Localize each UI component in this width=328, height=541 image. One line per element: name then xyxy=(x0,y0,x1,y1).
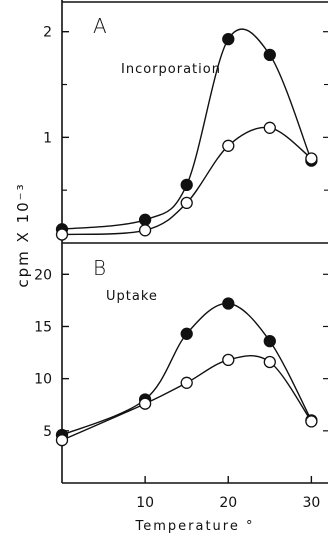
panel-b-ytick-label: 5 xyxy=(43,424,52,440)
panel-b-point-filled xyxy=(263,334,276,348)
panel-a-point-filled xyxy=(180,178,193,192)
panel-a-point-filled xyxy=(222,32,235,46)
markers-layer xyxy=(55,32,318,447)
panel-b-point-open xyxy=(263,355,276,369)
panel-b-ytick-label: 15 xyxy=(34,319,52,335)
panel-b-curve-open xyxy=(61,355,312,441)
panel-a-letter: A xyxy=(93,14,107,38)
labels-layer: A Incorporation B Uptake cpm X 10⁻³ Temp… xyxy=(14,14,320,534)
panel-b-curve-filled xyxy=(61,302,313,436)
panel-b-point-open xyxy=(305,415,318,428)
panel-b-xtick-label: 20 xyxy=(219,495,237,511)
panel-b-point-open xyxy=(180,376,193,389)
panel-b-point-open xyxy=(55,434,69,447)
panel-b-xtick-label: 10 xyxy=(136,495,154,511)
panel-b-ytick-label: 20 xyxy=(34,267,52,283)
panel-b-xtick-label: 30 xyxy=(302,495,320,511)
panel-a-title: Incorporation xyxy=(121,62,221,77)
panel-a-point-open xyxy=(138,224,152,237)
panel-b-point-filled xyxy=(180,327,193,340)
panel-a-point-open xyxy=(305,152,318,165)
panel-b-title: Uptake xyxy=(106,289,158,304)
panel-b-point-open xyxy=(138,397,152,410)
panel-b-point-open xyxy=(222,353,235,367)
y-axis-label: cpm X 10⁻³ xyxy=(14,182,32,287)
panel-a-point-filled xyxy=(138,213,152,226)
panel-a-ytick-label: 1 xyxy=(43,130,52,146)
panel-b-point-filled xyxy=(222,297,235,310)
panel-a-point-open xyxy=(222,139,235,152)
panel-a-point-open xyxy=(263,121,276,134)
panel-b-ytick-label: 10 xyxy=(34,372,52,388)
panel-a-point-open xyxy=(55,228,69,241)
panel-a-point-filled xyxy=(263,48,276,62)
panel-b-letter: B xyxy=(93,256,106,280)
x-axis-label: Temperature ° xyxy=(135,519,255,534)
panel-a-point-open xyxy=(180,196,193,210)
panel-a-ytick-label: 2 xyxy=(43,25,52,41)
